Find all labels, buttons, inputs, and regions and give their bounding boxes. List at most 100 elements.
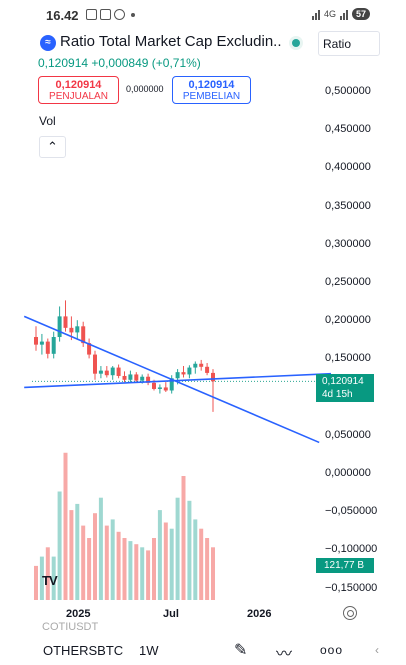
candle-body [110,367,115,376]
price-axis-label: 0,400000 [325,161,371,174]
buy-button[interactable]: 0,120914 PEMBELIAN [172,76,251,104]
sell-price: 0,120914 [55,79,102,91]
volume-bar [122,538,127,600]
ratio-logo-icon: ≈ [40,35,56,51]
volume-bar [104,525,109,600]
candle-body [163,387,168,391]
candle-body [63,316,68,328]
candle-body [81,326,86,344]
volume-bar [163,522,168,600]
market-open-indicator-icon[interactable] [289,36,303,50]
price-axis-label: 0,250000 [325,276,371,288]
price-axis-label: 0,200000 [325,314,371,327]
time-label-jul: Jul [163,608,179,620]
price-axis-label: 0,500000 [325,85,371,97]
buy-price: 0,120914 [188,79,235,91]
candle-body [157,387,162,389]
more-options-button[interactable]: ooo [320,643,344,657]
volume-bar [69,510,74,600]
candle-body [122,375,127,380]
tradingview-logo: TV [42,573,58,588]
volume-bar [98,497,103,600]
volume-bar [57,491,62,600]
volume-bar [81,525,86,600]
price-axis-label: 0,450000 [325,123,371,136]
candle-body [45,341,50,354]
chevron-left-icon[interactable]: ‹ [375,643,379,657]
volume-bar [157,510,162,600]
status-bar: 16.42 4G 57 [0,0,406,30]
gallery-icon [100,9,111,20]
candle-body [93,354,97,374]
candle-body [87,343,92,355]
volume-bar [128,541,133,600]
volume-bar [211,547,215,600]
spread-value: 0,000000 [126,84,164,94]
volume-bar [93,513,97,600]
price-change-line: 0,120914 +0,000849 (+0,71%) [38,56,201,70]
buy-label: PEMBELIAN [182,91,241,102]
chevron-up-icon: ⌃ [47,139,58,154]
price-axis-label: 0,350000 [325,199,371,212]
candle-body [104,370,109,376]
app-icon [114,9,125,20]
price-axis-label: 0,000000 [325,467,371,479]
drawing-pen-icon[interactable]: ✎ [234,642,248,659]
candle-body [199,363,204,367]
sell-label: PENJUALAN [49,91,108,102]
timeframe-selector[interactable]: 1W [139,643,159,658]
volume-value-tag: 121,77 B [316,558,374,573]
previous-symbol: COTIUSDT [42,621,99,633]
trendlines [23,315,332,444]
network-type: 4G [323,9,336,19]
volume-bar [75,503,80,600]
trendline [23,315,320,444]
candle-body [98,370,103,374]
signal-icon-2 [339,9,348,20]
volume-bar [110,519,115,600]
symbol-title[interactable]: Ratio Total Market Cap Excludin... [60,33,282,50]
time-label-2026: 2026 [247,608,272,620]
candle-body [134,374,139,381]
volume-legend[interactable]: Vol [39,114,56,128]
volume-bar [34,565,38,600]
bar-countdown: 4d 15h [322,389,353,400]
price-axis-label: 0,150000 [325,352,371,365]
candle-body [175,372,180,379]
candle-body [39,341,44,345]
candle-body [75,326,80,333]
volume-bar [140,547,145,600]
candle-body [128,374,133,380]
bottom-toolbar: OTHERSBTC 1W ✎ 〰 ooo ‹ [0,636,406,665]
volume-bar [175,497,180,600]
more-notifications-icon [131,13,135,17]
chart-settings-gear-icon[interactable] [343,606,357,620]
indicators-icon[interactable]: 〰 [276,646,293,663]
scale-mode-button[interactable]: Ratio [318,31,380,56]
collapse-legend-button[interactable]: ⌃ [39,136,66,158]
candle-body [205,366,210,373]
candles [34,300,215,412]
signal-icon [311,9,320,20]
candle-body [140,376,145,381]
candle-body [51,337,56,354]
candle-body [146,376,151,383]
volume-bar [134,544,139,600]
battery-icon: 57 [351,8,370,20]
candle-body [181,372,186,375]
symbol-selector[interactable]: OTHERSBTC [43,643,123,658]
volume-bar [193,519,198,600]
price-axis-label: 0,300000 [325,237,371,250]
system-icons: 4G 57 [311,8,370,20]
volume-bar [187,500,192,600]
candle-body [34,337,38,345]
status-time: 16.42 [46,8,79,23]
current-price-value: 0,120914 [322,376,364,387]
volume-bar [152,538,156,600]
candle-body [57,316,62,338]
volume-bar [169,528,174,600]
candle-body [193,363,198,368]
candle-body [69,327,74,333]
sell-button[interactable]: 0,120914 PENJUALAN [38,76,119,104]
volume-bar [63,452,68,600]
